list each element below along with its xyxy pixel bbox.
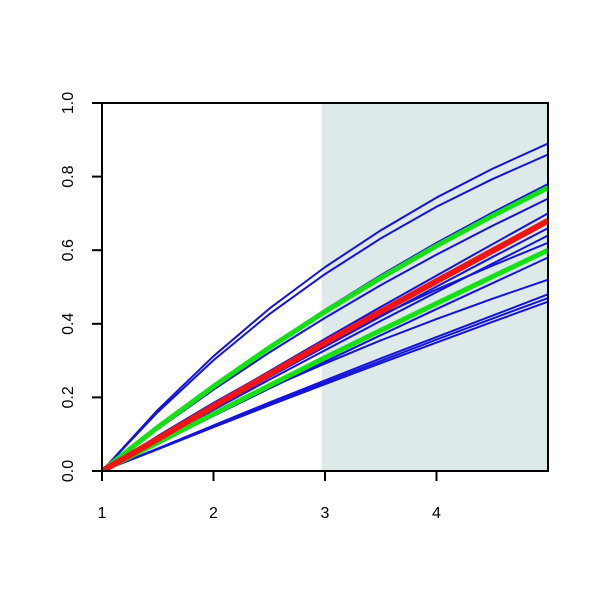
series-line — [102, 218, 548, 471]
plot-area — [102, 103, 548, 471]
x-tick-label: 3 — [321, 505, 330, 522]
series-line — [102, 153, 548, 471]
series-line — [102, 300, 548, 471]
series-line — [102, 185, 548, 471]
y-tick-label: 0.8 — [60, 165, 77, 187]
y-tick-label: 0.4 — [60, 313, 77, 335]
x-tick-label: 4 — [432, 505, 441, 522]
series-line — [102, 142, 548, 471]
x-tick-label: 2 — [209, 505, 218, 522]
y-tick-label: 0.6 — [60, 239, 77, 261]
y-tick-label: 1.0 — [60, 92, 77, 114]
y-tick-label: 0.2 — [60, 386, 77, 408]
x-tick-label: 1 — [98, 505, 107, 522]
series-line — [102, 247, 548, 471]
y-tick-label: 0.0 — [60, 460, 77, 482]
